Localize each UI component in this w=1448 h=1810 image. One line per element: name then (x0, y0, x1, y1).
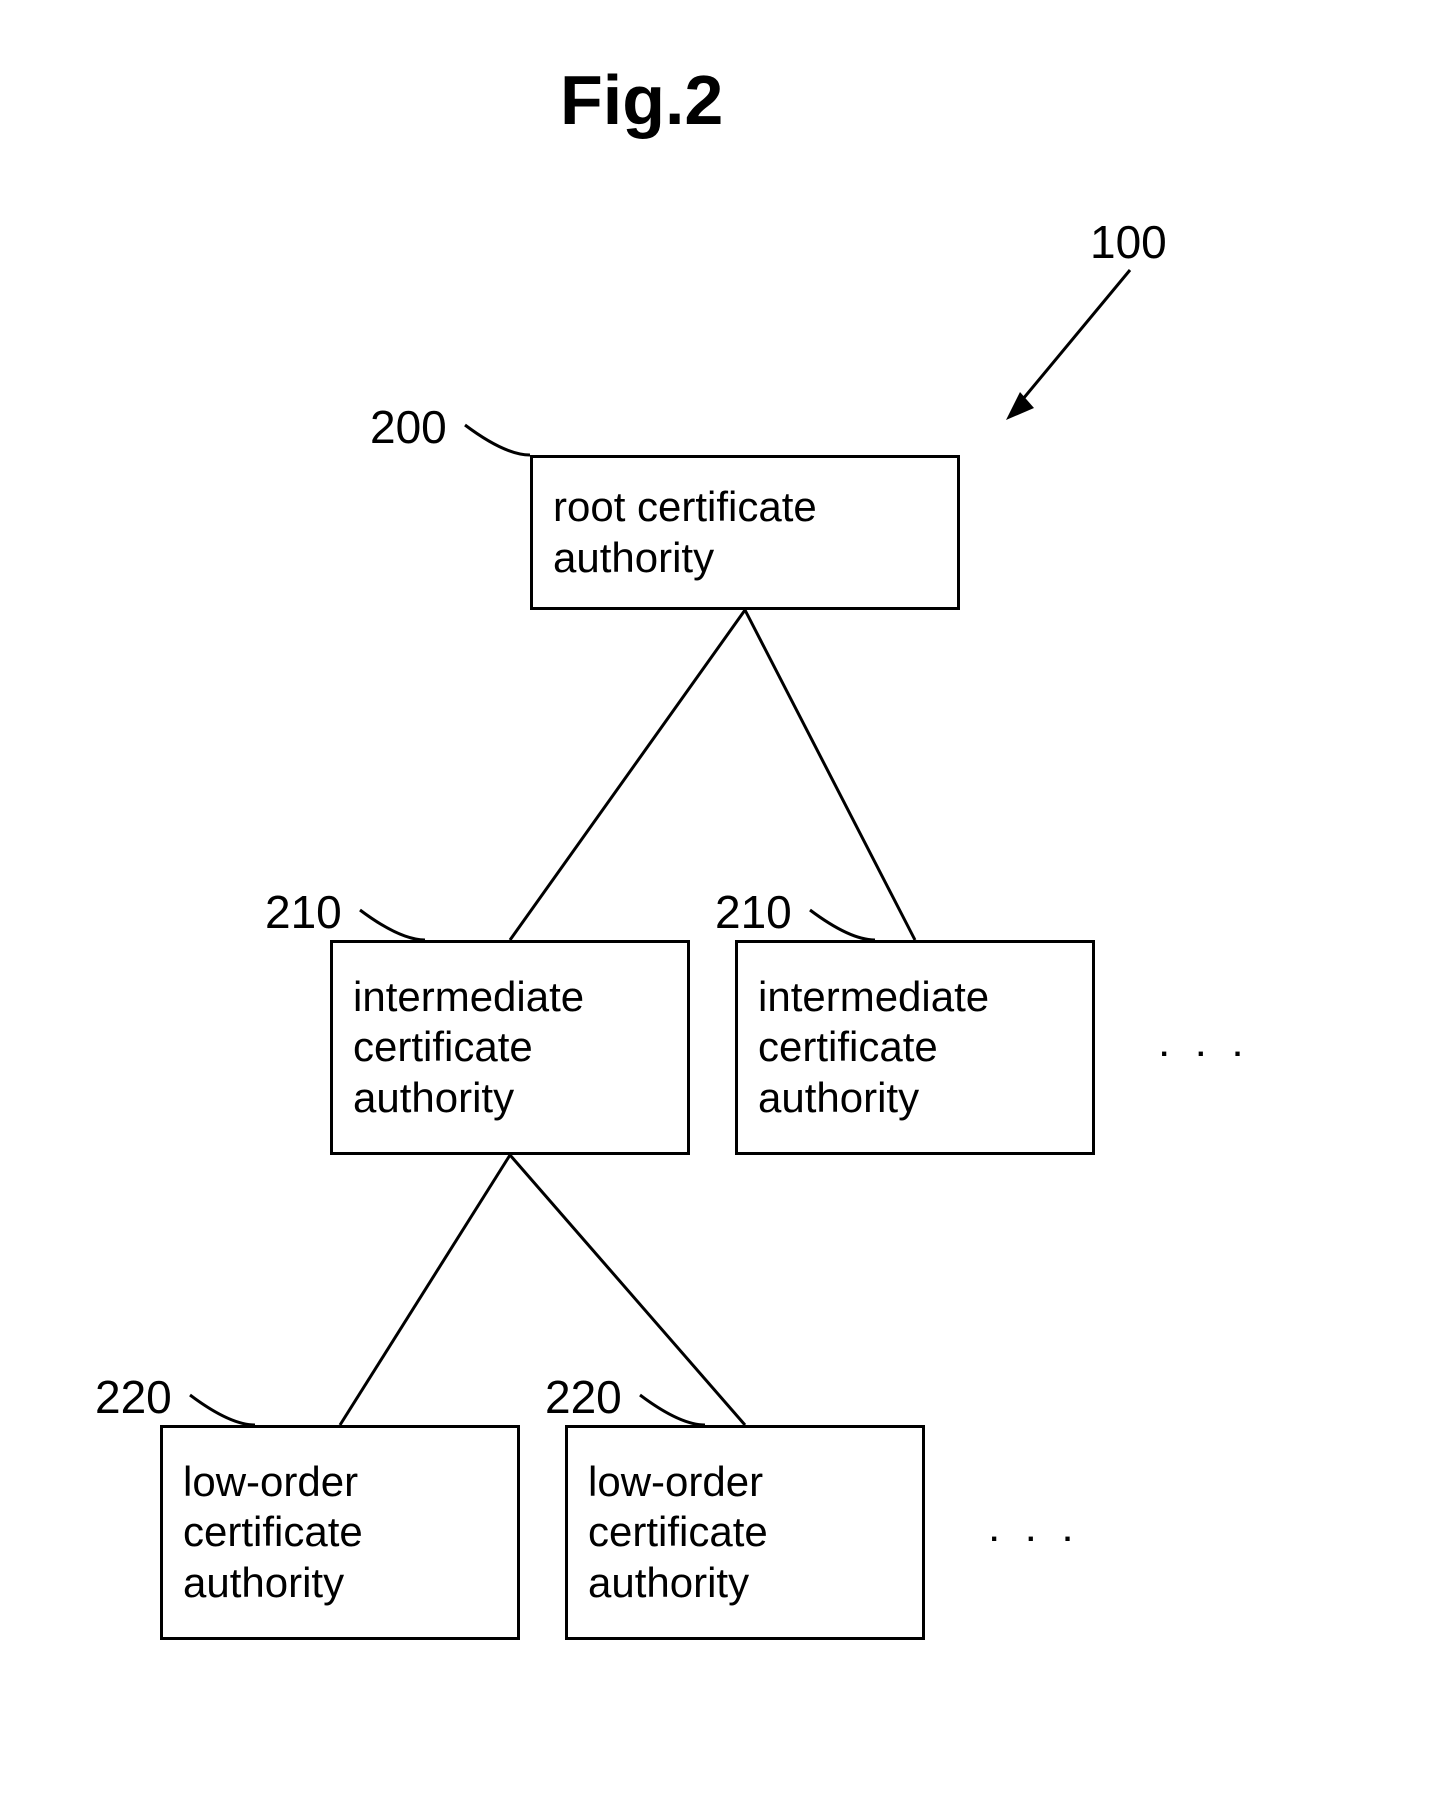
node-intermediate-ca-left-text: intermediatecertificateauthority (353, 972, 584, 1123)
leader-220-left (190, 1395, 255, 1425)
label-210-left: 210 (265, 885, 342, 939)
node-loworder-ca-right-text: low-ordercertificateauthority (588, 1457, 768, 1608)
edge-inter-to-low-left (340, 1155, 510, 1425)
label-100: 100 (1090, 215, 1167, 269)
node-loworder-ca-left-text: low-ordercertificateauthority (183, 1457, 363, 1608)
node-intermediate-ca-right: intermediatecertificateauthority (735, 940, 1095, 1155)
node-root-ca: root certificateauthority (530, 455, 960, 610)
edge-root-to-inter-left (510, 610, 745, 940)
node-intermediate-ca-right-text: intermediatecertificateauthority (758, 972, 989, 1123)
figure-title: Fig.2 (560, 60, 723, 140)
node-intermediate-ca-left: intermediatecertificateauthority (330, 940, 690, 1155)
ellipsis-loworder: . . . (990, 1515, 1082, 1549)
label-200: 200 (370, 400, 447, 454)
label-220-left: 220 (95, 1370, 172, 1424)
label-210-right: 210 (715, 885, 792, 939)
arrow-100-head (1006, 392, 1034, 420)
figure-canvas: Fig.2 100 200 210 210 220 220 root certi… (0, 0, 1448, 1810)
node-root-ca-text: root certificateauthority (553, 482, 817, 583)
leader-220-right (640, 1395, 705, 1425)
node-loworder-ca-right: low-ordercertificateauthority (565, 1425, 925, 1640)
label-220-right: 220 (545, 1370, 622, 1424)
leader-200 (465, 425, 530, 455)
ellipsis-intermediate: . . . (1160, 1030, 1252, 1064)
leader-210-right (810, 910, 875, 940)
leader-210-left (360, 910, 425, 940)
arrow-100-shaft (1018, 270, 1130, 405)
node-loworder-ca-left: low-ordercertificateauthority (160, 1425, 520, 1640)
